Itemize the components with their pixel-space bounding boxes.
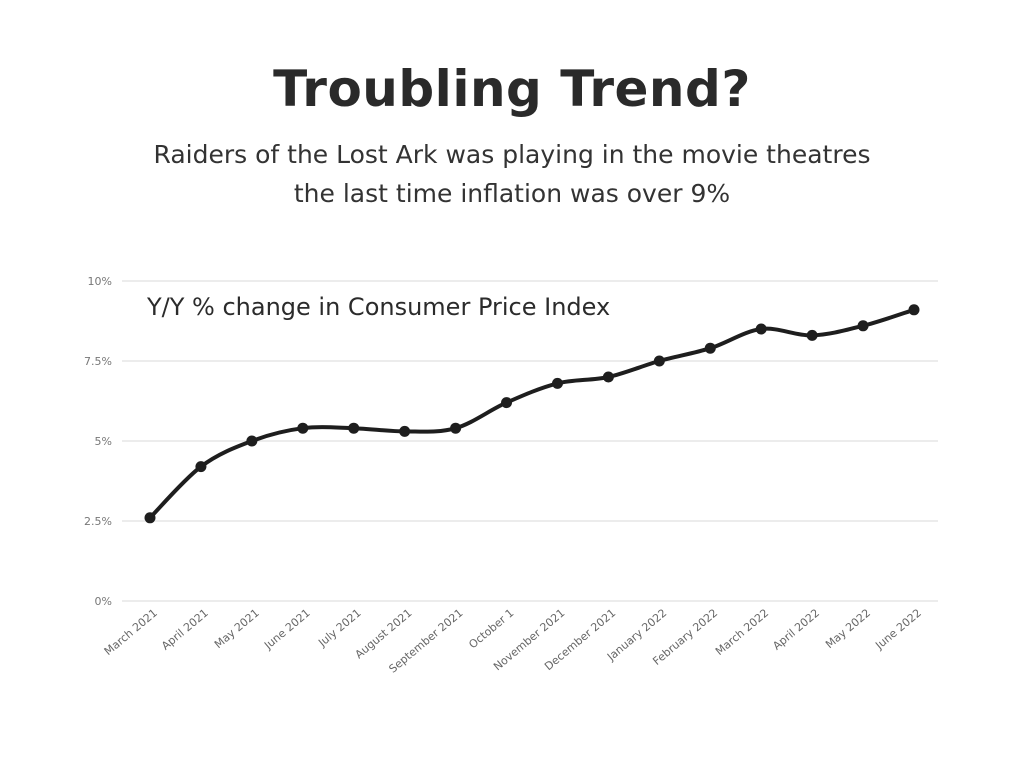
y-tick-label: 5% <box>95 435 112 448</box>
data-point <box>246 435 258 447</box>
x-tick-label: October 1 <box>466 606 516 651</box>
data-point <box>908 304 920 316</box>
data-point <box>806 329 818 341</box>
chart-subtitle-line-1: Raiders of the Lost Ark was playing in t… <box>153 140 871 169</box>
x-tick-label: March 2021 <box>102 606 160 658</box>
x-axis-tick-labels: March 2021 April 2021 May 2021 June 2021 Jul… <box>102 606 924 675</box>
data-points <box>144 304 920 524</box>
y-tick-label: 7.5% <box>84 355 112 368</box>
data-point <box>704 342 716 354</box>
y-axis-tick-labels: 0% 2.5% 5% 7.5% 10% <box>84 275 112 608</box>
x-tick-label: July 2021 <box>315 606 363 650</box>
chart-title: Troubling Trend? <box>273 60 751 118</box>
data-point <box>602 371 614 383</box>
data-point <box>297 422 309 434</box>
x-tick-label: June 2022 <box>872 606 924 652</box>
data-point <box>450 422 462 434</box>
series-line <box>148 307 916 520</box>
chart-annotation: Y/Y % change in Consumer Price Index <box>146 293 610 321</box>
data-point <box>348 422 360 434</box>
x-tick-label: March 2022 <box>713 606 771 658</box>
x-tick-label: May 2021 <box>212 606 262 651</box>
y-tick-label: 10% <box>88 275 112 288</box>
data-point <box>195 461 207 473</box>
x-tick-label: June 2021 <box>261 606 313 652</box>
y-tick-label: 0% <box>95 595 112 608</box>
x-tick-label: May 2022 <box>823 606 873 651</box>
data-point <box>144 512 156 524</box>
data-point <box>755 323 767 335</box>
data-point <box>653 355 665 367</box>
y-tick-label: 2.5% <box>84 515 112 528</box>
x-tick-label: April 2022 <box>770 606 822 652</box>
chart-subtitle-line-2: the last time inflation was over 9% <box>293 179 731 208</box>
data-point <box>551 377 563 389</box>
data-point <box>501 397 513 409</box>
data-point <box>399 425 411 437</box>
gridlines <box>122 280 938 602</box>
series-line-group <box>148 307 916 520</box>
x-tick-label: April 2021 <box>159 606 211 652</box>
data-point <box>857 320 869 332</box>
